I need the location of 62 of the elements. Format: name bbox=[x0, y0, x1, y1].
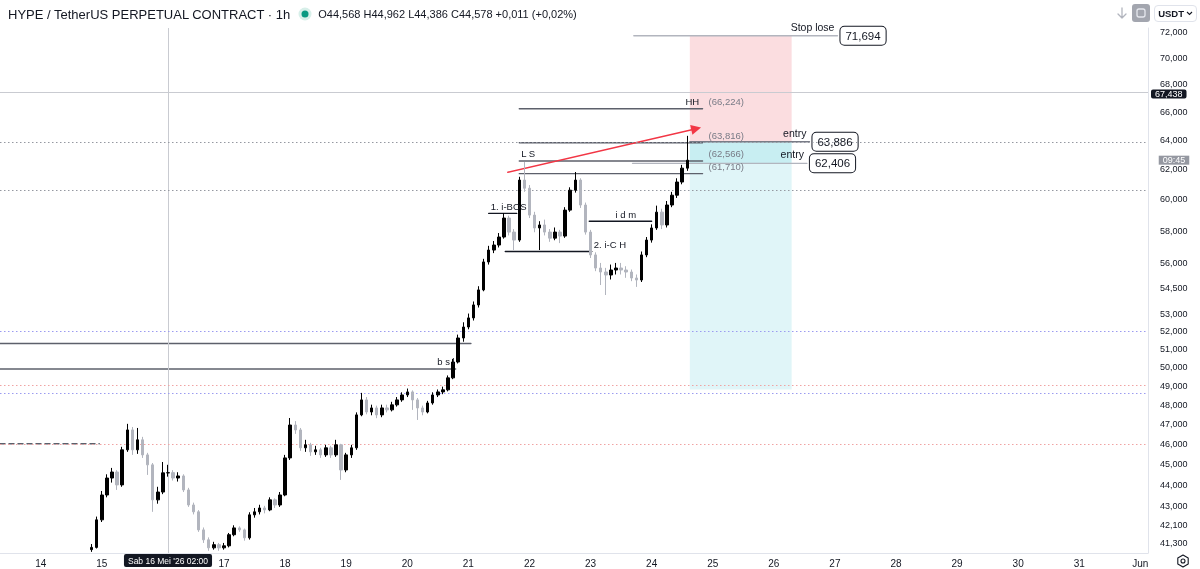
y-tick-label: 44,000 bbox=[1160, 479, 1188, 490]
x-tick-label: 23 bbox=[584, 557, 597, 569]
x-tick-label: 22 bbox=[523, 557, 536, 569]
x-tick-label: 17 bbox=[218, 557, 230, 569]
x-tick-label: 20 bbox=[401, 557, 414, 569]
y-tick-label: 72,000 bbox=[1160, 26, 1188, 37]
series-label: entry bbox=[783, 126, 808, 139]
y-tick-label: 45,000 bbox=[1160, 459, 1188, 470]
data-label: (62,566) bbox=[708, 148, 744, 160]
series-label: entry bbox=[780, 148, 805, 161]
y-tick-label: 56,000 bbox=[1160, 257, 1188, 268]
data-label: (63,816) bbox=[708, 130, 744, 142]
y-tick-label: 46,000 bbox=[1160, 438, 1188, 449]
y-tick-label: 42,100 bbox=[1160, 520, 1188, 531]
x-tick-label: 27 bbox=[829, 557, 841, 569]
chart-title: HYPE / TetherUS PERPETUAL CONTRACT · 1h bbox=[8, 6, 291, 22]
y-tick-label: 62,000 bbox=[1160, 164, 1188, 175]
annotation: i d m bbox=[615, 208, 637, 220]
y-tick-label: 49,000 bbox=[1160, 380, 1188, 391]
x-tick-label: 26 bbox=[768, 557, 780, 569]
x-tick-label: 21 bbox=[462, 557, 475, 569]
data-label: (66,224) bbox=[708, 96, 744, 108]
y-tick-label: 41,300 bbox=[1160, 537, 1188, 548]
y-tick-label: 52,000 bbox=[1160, 326, 1188, 337]
x-tick-label: 24 bbox=[646, 557, 658, 569]
annotation: 2. i-C H bbox=[593, 239, 627, 250]
series-label: Stop lose bbox=[790, 20, 835, 33]
data-label: 63,886 bbox=[817, 135, 853, 148]
y-tick-label: 43,000 bbox=[1160, 500, 1188, 511]
y-tick-label: 51,000 bbox=[1160, 343, 1188, 354]
y-tick-label: 48,000 bbox=[1160, 399, 1188, 410]
y-tick-label: 66,000 bbox=[1160, 106, 1188, 117]
x-tick-label: 31 bbox=[1073, 557, 1086, 569]
data-label: (61,710) bbox=[708, 161, 744, 173]
y-tick-label: 68,000 bbox=[1160, 79, 1188, 90]
data-label: 71,694 bbox=[845, 29, 882, 42]
x-tick-label: 14 bbox=[35, 557, 47, 569]
data-label: 62,406 bbox=[814, 157, 851, 170]
y-tick-label: 47,000 bbox=[1160, 419, 1188, 430]
x-tick-label: Jun bbox=[1132, 557, 1149, 569]
x-tick-label: 30 bbox=[1012, 557, 1025, 569]
y-tick-label: 58,000 bbox=[1160, 225, 1188, 236]
x-tick-label: 19 bbox=[340, 557, 353, 569]
y-tick-label: 53,000 bbox=[1160, 308, 1188, 319]
annotation: HH bbox=[685, 96, 700, 108]
annotation: b s l bbox=[437, 356, 455, 368]
x-tick-label: 28 bbox=[890, 557, 902, 569]
chart-subtitle: O44,568 H44,962 L44,386 C44,578 +0,011 (+0,02%) bbox=[318, 8, 577, 20]
y-tick-label: 70,000 bbox=[1160, 52, 1188, 63]
y-tick-label: 50,000 bbox=[1160, 362, 1188, 373]
x-tick-label: 15 bbox=[96, 557, 108, 569]
y-tick-label: 60,000 bbox=[1160, 194, 1188, 205]
y-tick-label: 64,000 bbox=[1160, 135, 1188, 146]
text: 09:45 bbox=[1162, 155, 1186, 166]
annotation: L S bbox=[521, 148, 536, 160]
ref-line-label: 67,438 bbox=[1155, 89, 1183, 100]
ref-line-label: Sab 16 Mei '26 02:00 bbox=[127, 555, 209, 566]
y-axis-title: USDT bbox=[1158, 7, 1184, 19]
y-tick-label: 54,500 bbox=[1160, 282, 1188, 293]
x-tick-label: 25 bbox=[707, 557, 719, 569]
x-tick-label: 29 bbox=[951, 557, 964, 569]
x-tick-label: 18 bbox=[279, 557, 292, 569]
